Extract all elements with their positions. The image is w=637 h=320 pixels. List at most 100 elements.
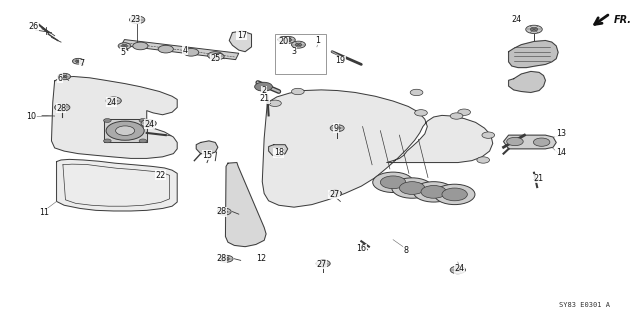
Text: 3: 3 <box>292 47 296 56</box>
Circle shape <box>329 190 341 197</box>
Circle shape <box>269 100 282 107</box>
Text: 28: 28 <box>217 254 227 263</box>
Circle shape <box>139 119 147 123</box>
Text: 20: 20 <box>278 37 289 46</box>
Text: 22: 22 <box>155 171 166 180</box>
Circle shape <box>59 106 66 109</box>
Text: 5: 5 <box>120 48 125 57</box>
Circle shape <box>129 16 145 24</box>
Circle shape <box>106 121 144 140</box>
Polygon shape <box>269 145 288 157</box>
Text: 23: 23 <box>130 15 140 24</box>
Circle shape <box>530 28 538 31</box>
Polygon shape <box>508 41 558 68</box>
Circle shape <box>413 182 454 202</box>
Text: SY83 E0301 A: SY83 E0301 A <box>559 302 610 308</box>
Circle shape <box>292 41 306 48</box>
Text: 13: 13 <box>555 129 566 138</box>
Polygon shape <box>262 90 493 207</box>
Polygon shape <box>225 163 266 247</box>
Text: 2: 2 <box>262 86 267 95</box>
Text: 27: 27 <box>329 190 339 199</box>
Text: FR.: FR. <box>613 15 631 25</box>
Circle shape <box>134 18 141 21</box>
Polygon shape <box>52 76 177 158</box>
Circle shape <box>292 88 304 95</box>
Text: 18: 18 <box>274 148 283 157</box>
Circle shape <box>506 137 523 146</box>
Text: 24: 24 <box>511 15 521 24</box>
Text: 11: 11 <box>39 208 49 217</box>
Circle shape <box>221 210 227 213</box>
Text: 28: 28 <box>217 207 227 216</box>
Circle shape <box>333 192 338 195</box>
Circle shape <box>421 186 447 198</box>
Circle shape <box>282 38 287 41</box>
Polygon shape <box>508 71 545 92</box>
Circle shape <box>104 139 111 143</box>
Circle shape <box>434 184 475 204</box>
Circle shape <box>399 182 425 195</box>
Circle shape <box>219 255 233 262</box>
Text: 24: 24 <box>107 98 117 107</box>
Circle shape <box>334 127 340 130</box>
Circle shape <box>223 257 229 260</box>
Circle shape <box>208 52 223 59</box>
Circle shape <box>141 120 156 127</box>
Text: 8: 8 <box>403 246 408 255</box>
Circle shape <box>526 25 542 34</box>
Text: 19: 19 <box>335 56 345 65</box>
Circle shape <box>115 126 134 135</box>
Text: 28: 28 <box>56 104 66 113</box>
Circle shape <box>55 104 70 111</box>
Circle shape <box>450 266 466 274</box>
Circle shape <box>118 43 131 49</box>
Circle shape <box>104 119 111 123</box>
Circle shape <box>458 109 471 116</box>
Text: 15: 15 <box>202 151 212 160</box>
Text: 12: 12 <box>256 254 266 263</box>
Circle shape <box>380 176 406 189</box>
Circle shape <box>122 44 127 47</box>
Circle shape <box>482 132 495 138</box>
Text: 7: 7 <box>80 59 85 68</box>
Circle shape <box>61 75 67 78</box>
Circle shape <box>442 188 468 201</box>
Text: 26: 26 <box>29 22 39 31</box>
Polygon shape <box>229 31 252 52</box>
Polygon shape <box>503 135 556 149</box>
Circle shape <box>330 124 344 132</box>
Circle shape <box>316 260 330 267</box>
Text: 14: 14 <box>555 148 566 157</box>
Circle shape <box>278 36 291 43</box>
Text: 21: 21 <box>533 174 543 183</box>
Text: 17: 17 <box>237 31 247 40</box>
Circle shape <box>73 58 84 64</box>
Text: 1: 1 <box>316 36 320 45</box>
Circle shape <box>450 113 463 119</box>
Circle shape <box>320 262 326 265</box>
Text: 9: 9 <box>333 124 338 132</box>
Circle shape <box>285 38 292 42</box>
Polygon shape <box>57 159 177 211</box>
Text: 24: 24 <box>145 120 155 129</box>
Circle shape <box>110 99 117 102</box>
Circle shape <box>392 178 433 198</box>
Text: 24: 24 <box>454 264 464 274</box>
Text: 16: 16 <box>356 244 366 253</box>
Circle shape <box>255 82 273 91</box>
Circle shape <box>282 36 296 44</box>
Circle shape <box>373 172 413 193</box>
Circle shape <box>215 55 220 58</box>
Circle shape <box>477 157 490 163</box>
Circle shape <box>183 49 199 56</box>
Polygon shape <box>121 40 239 60</box>
Circle shape <box>139 139 147 143</box>
Polygon shape <box>104 119 147 142</box>
Circle shape <box>454 268 461 272</box>
Text: 4: 4 <box>182 45 187 55</box>
Circle shape <box>132 42 148 50</box>
Circle shape <box>217 208 231 215</box>
Text: 10: 10 <box>26 112 36 121</box>
Text: 21: 21 <box>259 94 269 103</box>
